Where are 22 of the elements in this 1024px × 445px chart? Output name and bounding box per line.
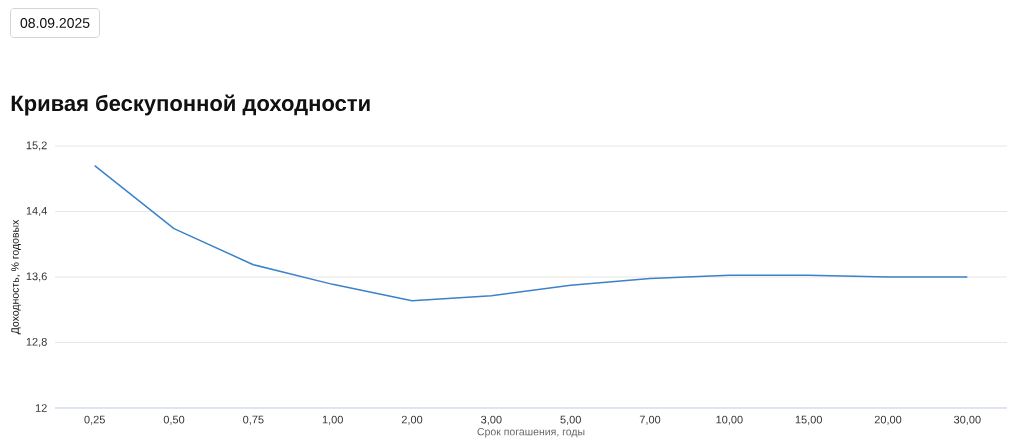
x-axis-title: Срок погашения, годы — [477, 427, 585, 438]
y-tick-label: 14,4 — [26, 207, 47, 216]
x-tick-label: 1,00 — [322, 415, 343, 425]
x-tick-label: 0,75 — [243, 415, 264, 425]
x-tick-label: 3,00 — [481, 415, 502, 425]
y-tick-label: 12 — [35, 404, 47, 412]
chart-title: Кривая бескупонной доходности — [11, 94, 370, 116]
x-tick-label: 2,00 — [401, 415, 423, 425]
x-tick-label: 0,50 — [163, 415, 185, 425]
y-tick-label: 13,6 — [26, 272, 47, 282]
x-tick-label: 5,00 — [560, 415, 581, 425]
x-tick-label: 0,25 — [84, 415, 105, 425]
y-tick-label: 15,2 — [26, 141, 47, 151]
x-tick-label: 20,00 — [874, 415, 902, 425]
x-tick-label: 7,00 — [639, 415, 661, 425]
line-series — [93, 164, 969, 302]
text: 08.09.2025 — [20, 18, 90, 28]
x-tick-label: 30,00 — [953, 415, 981, 425]
x-tick-label: 15,00 — [795, 415, 822, 425]
y-axis-title: Доходность, % годовых — [11, 219, 21, 335]
y-tick-label: 12,8 — [26, 337, 47, 348]
x-tick-label: 10,00 — [716, 415, 743, 425]
